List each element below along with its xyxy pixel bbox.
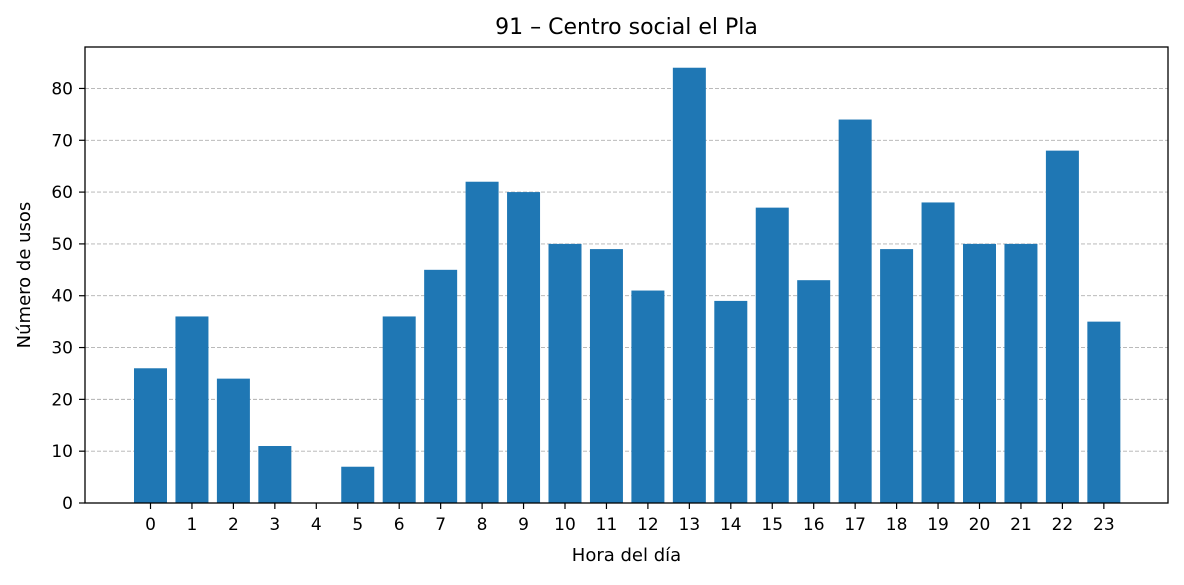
x-tick-label: 20 [969,515,991,535]
x-tick-label: 19 [927,515,949,535]
x-tick-label: 16 [803,515,825,535]
bar [755,207,789,504]
bar [797,280,831,503]
bar [341,466,375,503]
bar [507,192,541,503]
x-tick-label: 18 [886,515,908,535]
y-tick-label: 60 [51,183,73,203]
bars [134,67,1121,504]
bar [216,378,250,503]
y-tick-label: 10 [51,442,73,462]
bar [465,181,499,503]
x-tick-label: 7 [435,515,446,535]
x-tick-label: 9 [518,515,529,535]
x-tick-label: 10 [554,515,576,535]
y-axis: 0 10 20 30 40 50 60 70 80 [51,79,85,514]
x-tick-label: 2 [228,515,239,535]
y-tick-label: 0 [62,494,73,514]
x-tick-label: 22 [1052,515,1074,535]
bar [589,249,623,503]
bar [672,67,706,504]
x-tick-label: 21 [1010,515,1032,535]
bar [1045,150,1079,504]
y-tick-label: 20 [51,390,73,410]
bar [963,243,996,503]
y-tick-label: 70 [51,131,73,151]
x-tick-label: 14 [720,515,742,535]
bar [548,243,582,503]
x-tick-label: 23 [1093,515,1115,535]
bar [631,290,665,503]
x-tick-label: 8 [477,515,488,535]
bar [382,316,416,503]
chart-title: 91 – Centro social el Pla [495,15,758,40]
bar [880,249,914,503]
x-axis: 0 1 2 3 4 5 6 7 8 9 10 11 12 13 14 15 16 17 18 19 20 21 22 23 [145,503,1115,535]
x-tick-label: 3 [269,515,280,535]
x-tick-label: 13 [679,515,701,535]
x-tick-label: 1 [187,515,198,535]
bar [258,446,292,503]
grid-lines [85,88,1168,452]
y-axis-label: Número de usos [14,202,35,349]
bar [921,202,955,504]
bar [838,119,872,503]
x-axis-label: Hora del día [572,545,681,566]
x-tick-label: 6 [394,515,405,535]
x-tick-label: 11 [596,515,618,535]
y-tick-label: 50 [51,235,73,255]
x-tick-label: 15 [761,515,783,535]
bar [1004,243,1038,503]
x-tick-label: 5 [352,515,363,535]
bar [175,316,209,503]
y-tick-label: 80 [51,79,73,99]
y-tick-label: 30 [51,339,73,359]
bar [424,269,458,503]
x-tick-label: 4 [311,515,322,535]
x-tick-label: 17 [844,515,866,535]
y-tick-label: 40 [51,287,73,307]
x-tick-label: 12 [637,515,659,535]
plot-frame [84,46,1169,504]
bar [1087,321,1121,503]
bar [714,300,748,503]
x-tick-label: 0 [145,515,156,535]
bar [134,368,167,503]
